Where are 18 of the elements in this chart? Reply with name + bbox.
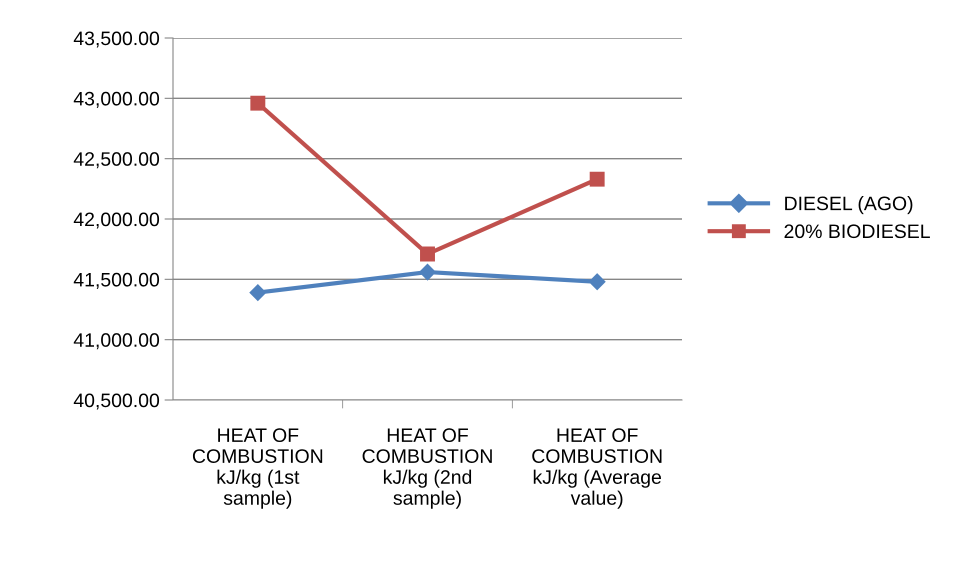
x-tick-label: HEAT OF COMBUSTION kJ/kg (1st sample) bbox=[192, 428, 322, 509]
legend-label: DIESEL (AGO) bbox=[785, 196, 912, 214]
y-tick-label: 42,500.00 bbox=[74, 152, 160, 168]
point bbox=[590, 172, 605, 187]
y-tick-label: 43,000.00 bbox=[74, 92, 160, 108]
legend-label: 20% BIODIESEL bbox=[784, 224, 930, 238]
y-tick-label: 41,500.00 bbox=[74, 272, 160, 289]
point bbox=[250, 96, 266, 111]
y-tick-label: 42,000.00 bbox=[74, 212, 160, 229]
point bbox=[588, 273, 606, 290]
y-tick-label: 41,000.00 bbox=[74, 333, 160, 350]
y-tick-label: 43,500.00 bbox=[74, 31, 160, 48]
y-tick-label: 40,500.00 bbox=[74, 393, 160, 410]
point bbox=[419, 264, 436, 280]
point bbox=[420, 246, 435, 262]
point bbox=[249, 284, 266, 301]
x-tick-label: HEAT OF COMBUSTION kJ/kg (Average value) bbox=[532, 428, 662, 509]
x-tick-label: HEAT OF COMBUSTION kJ/kg (2nd sample) bbox=[362, 428, 492, 509]
